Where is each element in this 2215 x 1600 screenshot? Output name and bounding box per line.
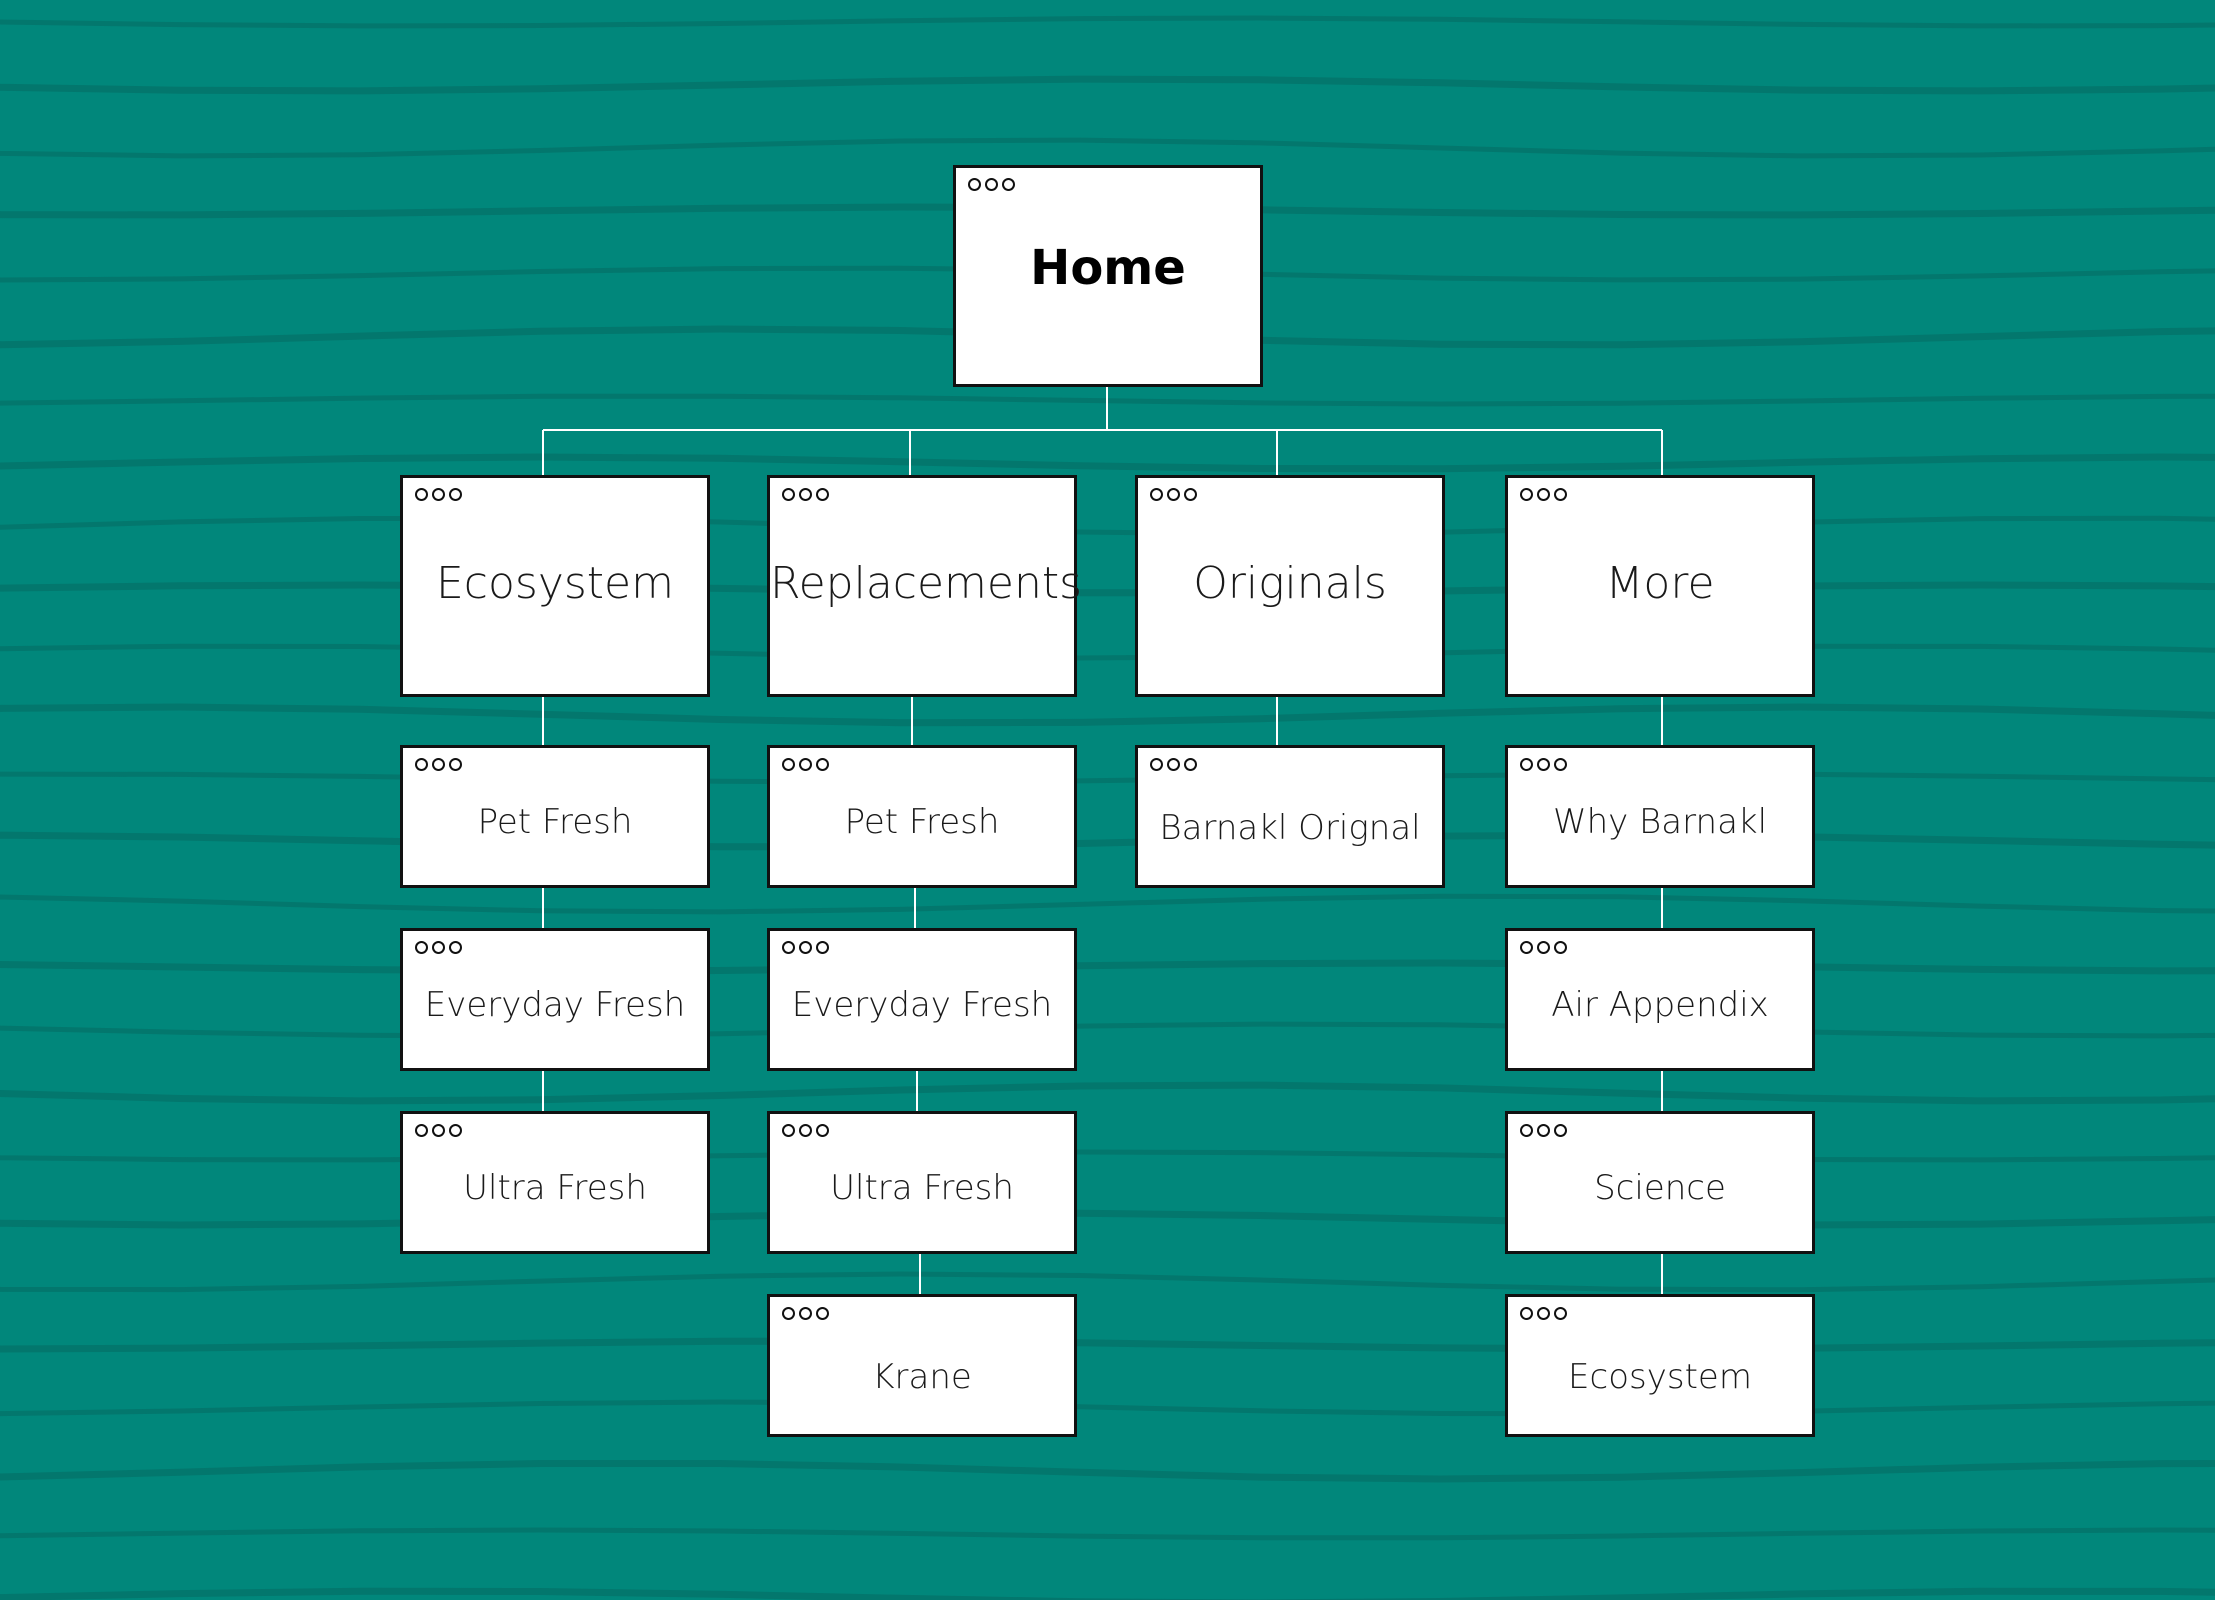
node-originals[interactable]: Originals	[1135, 475, 1445, 697]
window-dots-icon	[1520, 1307, 1567, 1320]
window-dots-icon	[415, 1124, 462, 1137]
background-stripe	[0, 1399, 2215, 1417]
node-barnakl-original[interactable]: Barnakl Orignal	[1135, 745, 1445, 888]
node-pet-fresh[interactable]: Pet Fresh	[767, 745, 1077, 888]
background-stripe	[0, 703, 2215, 727]
background-stripe	[0, 831, 2215, 851]
node-label: Home	[1030, 240, 1186, 296]
node-label: Barnakl Orignal	[1159, 808, 1421, 848]
window-dots-icon	[782, 941, 829, 954]
window-dots-icon	[1150, 758, 1197, 771]
background-stripe	[0, 393, 2215, 407]
node-label: Everyday Fresh	[424, 985, 686, 1025]
node-pet-fresh[interactable]: Pet Fresh	[400, 745, 710, 888]
window-dots-icon	[1520, 758, 1567, 771]
node-label: Ecosystem	[1568, 1357, 1752, 1397]
background-stripe	[0, 1460, 2215, 1483]
node-replacements[interactable]: Replacements	[767, 475, 1083, 697]
background-stripe	[0, 515, 2215, 537]
window-dots-icon	[782, 1124, 829, 1137]
background-stripe	[0, 959, 2215, 975]
background-stripe	[0, 15, 2215, 29]
node-label: Ultra Fresh	[830, 1168, 1014, 1208]
node-label: Originals	[1193, 558, 1387, 609]
window-dots-icon	[1520, 488, 1567, 501]
background-stripe	[0, 893, 2215, 915]
node-label: Pet Fresh	[844, 802, 1000, 842]
node-label: Replacements	[770, 558, 1083, 609]
node-label: More	[1605, 558, 1715, 609]
background-stripe	[0, 1527, 2215, 1541]
node-air-appendix[interactable]: Air Appendix	[1505, 928, 1815, 1071]
node-label: Why Barnakl	[1552, 802, 1768, 842]
background-stripe	[0, 643, 2215, 661]
node-ecosystem[interactable]: Ecosystem	[400, 475, 710, 697]
node-more[interactable]: More	[1505, 475, 1815, 697]
node-label: Air Appendix	[1551, 985, 1769, 1025]
window-dots-icon	[1520, 1124, 1567, 1137]
background-stripe	[0, 1149, 2215, 1163]
node-ultra-fresh[interactable]: Ultra Fresh	[767, 1111, 1077, 1254]
node-ecosystem[interactable]: Ecosystem	[1505, 1294, 1815, 1437]
background-stripe	[0, 1271, 2215, 1293]
node-label: Pet Fresh	[477, 802, 633, 842]
window-dots-icon	[1520, 941, 1567, 954]
node-label: Krane	[872, 1357, 972, 1397]
background-stripe	[0, 1021, 2215, 1039]
background-stripe	[0, 581, 2215, 597]
node-label: Science	[1594, 1168, 1726, 1208]
background-stripe	[0, 1209, 2215, 1229]
window-dots-icon	[1150, 488, 1197, 501]
node-label: Ultra Fresh	[463, 1168, 647, 1208]
node-home[interactable]: Home	[953, 165, 1263, 387]
node-everyday-fresh[interactable]: Everyday Fresh	[767, 928, 1077, 1071]
window-dots-icon	[415, 488, 462, 501]
window-dots-icon	[968, 178, 1015, 191]
node-label: Everyday Fresh	[791, 985, 1053, 1025]
node-ultra-fresh[interactable]: Ultra Fresh	[400, 1111, 710, 1254]
background-stripe	[0, 1337, 2215, 1353]
background-stripe	[0, 1587, 2215, 1600]
window-dots-icon	[782, 1307, 829, 1320]
window-dots-icon	[782, 758, 829, 771]
background-stripe	[0, 453, 2215, 473]
node-everyday-fresh[interactable]: Everyday Fresh	[400, 928, 710, 1071]
background-stripe	[0, 1081, 2215, 1105]
background-stripe	[0, 137, 2215, 159]
window-dots-icon	[782, 488, 829, 501]
background-stripe	[0, 75, 2215, 95]
node-science[interactable]: Science	[1505, 1111, 1815, 1254]
window-dots-icon	[415, 758, 462, 771]
background-stripe	[0, 771, 2215, 785]
window-dots-icon	[415, 941, 462, 954]
node-krane[interactable]: Krane	[767, 1294, 1077, 1437]
node-why-barnakl[interactable]: Why Barnakl	[1505, 745, 1815, 888]
node-label: Ecosystem	[436, 558, 674, 609]
